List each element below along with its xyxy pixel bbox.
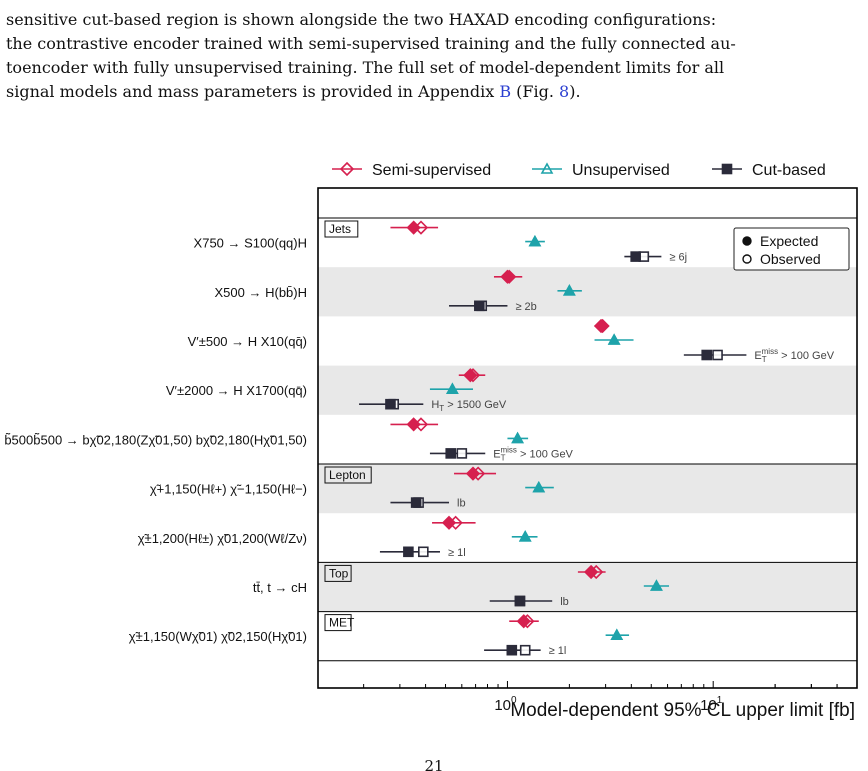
unsup-expected-point: [518, 530, 532, 542]
cut-expected-point: [410, 497, 422, 508]
category-box: [324, 220, 359, 238]
legend-label: Semi-supervised: [372, 162, 491, 179]
expected-marker-icon: [742, 236, 752, 246]
semi-expected-point: [500, 269, 515, 284]
cut-expected-point: [506, 644, 518, 656]
category-box: [324, 614, 352, 632]
semi-expected-point: [516, 614, 531, 629]
row-label: X750 → S100(qq)H: [194, 236, 307, 251]
unsup-expected-point: [446, 382, 459, 394]
category-box: [324, 564, 352, 582]
cut-label: ≥ 6j: [669, 252, 687, 264]
legend-label: Unsupervised: [572, 162, 670, 179]
row-shade: [318, 267, 857, 317]
unsup-expected-point: [607, 333, 621, 345]
row-labels: X750 → S100(qq)H X500 → H(bb̄)H V′±500 → H…: [4, 236, 307, 645]
paragraph-line: toencoder with fully unsupervised traini…: [6, 58, 725, 77]
cut-observed-point: [418, 546, 429, 558]
cut-expected-point: [514, 595, 526, 607]
category-label: Lepton: [329, 468, 366, 482]
inner-legend-label: Observed: [760, 251, 821, 267]
row-label: V′±2000 → H X1700(qq̄): [166, 383, 307, 398]
cut-label: HT > 1500 GeV: [431, 399, 507, 413]
cut-label: lb: [457, 498, 466, 510]
category-box: [324, 466, 372, 484]
row-shade: [318, 464, 857, 514]
cut-expected-point: [403, 546, 414, 558]
page-number: 21: [424, 757, 443, 771]
paragraph-line: the contrastive encoder trained with sem…: [6, 34, 736, 53]
cut-label: ≥ 1l: [549, 645, 567, 657]
unsup-expected-point: [610, 628, 624, 641]
semi-expected-point: [593, 318, 609, 334]
cut-expected-point: [385, 398, 396, 410]
row-label: V′±500 → H X10(qq̄): [188, 334, 307, 349]
semi-expected-point: [465, 466, 481, 481]
x-axis-label: Model-dependent 95% CL upper limit [fb]: [510, 700, 855, 721]
unsup-expected-point: [511, 431, 524, 444]
plot-area: Jets Lepton Top MET ≥ 6j ≥ 2b ETmiss > 100 GeV…: [317, 187, 858, 689]
category-label: Jets: [329, 222, 351, 236]
row-shade: [318, 365, 857, 415]
inner-legend-label: Expected: [760, 233, 818, 249]
cut-expected-point: [630, 251, 641, 262]
cut-expected-point: [701, 349, 713, 361]
row-label: b̃500b̃500 → bχ̃02,180(Zχ̃01,50) bχ̃02,1…: [4, 432, 307, 447]
figure-link[interactable]: 8: [559, 82, 570, 101]
row-label: χ̃±1,150(Wχ̃01) χ̃02,150(Hχ̃01): [129, 629, 307, 644]
semi-expected-point: [406, 220, 421, 235]
cut-label: ≥ 1l: [448, 547, 466, 559]
category-label: Top: [329, 566, 349, 580]
appendix-link[interactable]: B: [499, 82, 512, 101]
legend-square-icon: [721, 163, 733, 175]
semi-expected-point: [406, 417, 421, 432]
unsup-expected-point: [650, 579, 663, 591]
unsup-expected-point: [528, 234, 542, 247]
semi-expected-point: [583, 564, 599, 580]
plot-frame: [317, 187, 858, 689]
paragraph-line: sensitive cut-based region is shown alon…: [6, 10, 717, 29]
semi-expected-point: [441, 515, 457, 530]
cut-label: ETmiss > 100 GeV: [754, 347, 834, 364]
limits-figure: Semi-supervised Unsupervised Cut-based Jet…: [4, 161, 858, 771]
cut-observed-point: [456, 448, 468, 459]
unsup-expected-point: [532, 480, 546, 493]
category-label: MET: [329, 616, 355, 630]
legend-label: Cut-based: [752, 162, 826, 179]
paper-paragraph: sensitive cut-based region is shown alon…: [6, 8, 862, 104]
unsup-expected-point: [563, 284, 576, 296]
inner-legend-box: [733, 227, 850, 271]
row-label: tt̄, t → cH: [253, 580, 307, 595]
cut-observed-point: [712, 349, 723, 361]
row-label: χ̃±1,200(Hℓ±) χ̃01,200(Wℓ/Zν): [138, 531, 307, 546]
cut-expected-point: [474, 300, 485, 312]
row-label: χ̃+1,150(Hℓ+) χ̃−1,150(Hℓ−): [150, 482, 307, 497]
cut-expected-point: [445, 448, 457, 459]
cut-label: lb: [560, 596, 569, 608]
legend-triangle-icon: [540, 162, 554, 174]
semi-expected-point: [463, 368, 478, 383]
cut-label: ≥ 2b: [515, 301, 536, 313]
legend-diamond-icon: [339, 161, 355, 177]
observed-marker-icon: [742, 254, 752, 264]
paragraph-line: signal models and mass parameters is pro…: [6, 82, 581, 101]
cut-observed-point: [519, 644, 531, 656]
row-label: X500 → H(bb̄)H: [215, 285, 307, 300]
legend-top: Semi-supervised Unsupervised Cut-based: [332, 161, 826, 179]
cut-label: ETmiss > 100 GeV: [493, 445, 573, 462]
